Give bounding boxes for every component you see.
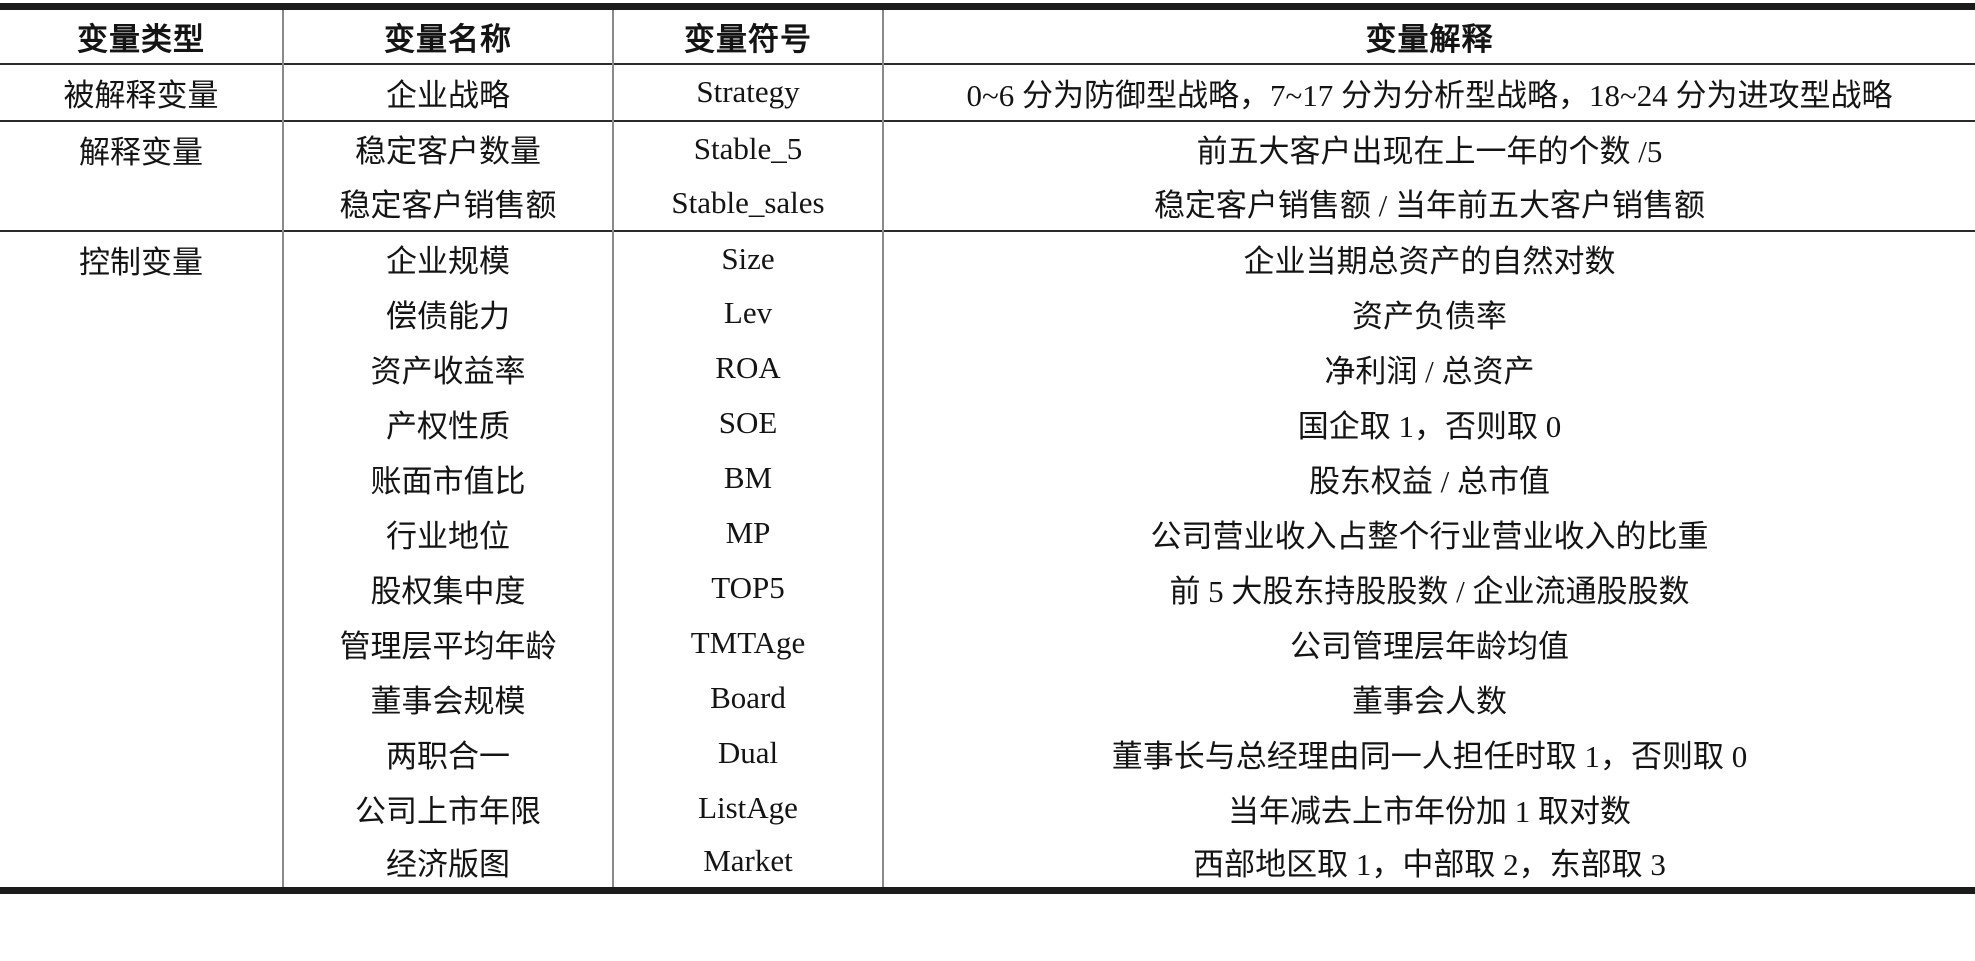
variable-name-cell: 股权集中度 <box>283 560 614 616</box>
variable-symbol-cell: ROA <box>613 340 884 396</box>
variable-symbol-cell: Stable_5 <box>613 120 884 176</box>
column-header-variable-name: 变量名称 <box>283 6 614 64</box>
column-header-variable-explanation: 变量解释 <box>1365 21 1494 57</box>
variable-type-label: 控制变量 <box>79 244 203 280</box>
variable-explanation-cell: 资产负债率 <box>1352 298 1507 334</box>
variable-definition-table: 变量类型 变量名称 变量符号 变量解释 被解释变量 企业战略 Strategy 0~6… <box>0 3 1975 894</box>
variable-symbol-cell: Size <box>613 230 884 286</box>
variable-explanation-cell: 公司管理层年龄均值 <box>1290 628 1569 664</box>
variable-symbol-cell: Lev <box>613 285 884 341</box>
table-row: 产权性质 SOE 国企取 1，否则取 0 <box>0 395 1975 451</box>
table-row: 稳定客户销售额 Stable_sales 稳定客户销售额 / 当年前五大客户销售额 <box>0 175 1975 231</box>
table-header: 变量类型 变量名称 变量符号 变量解释 <box>0 6 1975 64</box>
table-row: 公司上市年限 ListAge 当年减去上市年份加 1 取对数 <box>0 780 1975 836</box>
variable-symbol-cell: SOE <box>613 395 884 451</box>
table-row: 行业地位 MP 公司营业收入占整个行业营业收入的比重 <box>0 505 1975 561</box>
table-row: 资产收益率 ROA 净利润 / 总资产 <box>0 340 1975 396</box>
variable-name-cell: 偿债能力 <box>283 285 614 341</box>
variable-explanation-cell: 净利润 / 总资产 <box>1324 353 1535 389</box>
variable-explanation-cell: 当年减去上市年份加 1 取对数 <box>1228 793 1631 829</box>
variable-symbol-cell: Stable_sales <box>613 175 884 231</box>
variable-symbol-cell: TMTAge <box>613 615 884 671</box>
table-row: 股权集中度 TOP5 前 5 大股东持股股数 / 企业流通股股数 <box>0 560 1975 616</box>
variable-name-cell: 管理层平均年龄 <box>283 615 614 671</box>
table-row: 董事会规模 Board 董事会人数 <box>0 670 1975 726</box>
variable-name-cell: 稳定客户数量 <box>283 120 614 176</box>
variable-type-cell: 被解释变量 <box>0 63 284 121</box>
variable-symbol-cell: Board <box>613 670 884 726</box>
column-header-variable-type: 变量类型 <box>0 6 284 64</box>
variable-symbol-cell: MP <box>613 505 884 561</box>
paper-table-region: 变量类型 变量名称 变量符号 变量解释 被解释变量 企业战略 Strategy 0~6… <box>0 3 1975 894</box>
table-row: 管理层平均年龄 TMTAge 公司管理层年龄均值 <box>0 615 1975 671</box>
variable-explanation-cell: 前五大客户出现在上一年的个数 /5 <box>1196 134 1663 169</box>
variable-type-label: 解释变量 <box>79 134 203 170</box>
table-row: 经济版图 Market 西部地区取 1，中部取 2，东部取 3 <box>0 835 1975 891</box>
variable-symbol-cell: TOP5 <box>613 560 884 616</box>
variable-explanation-cell: 股东权益 / 总市值 <box>1308 463 1551 499</box>
variable-name-cell: 企业规模 <box>283 230 614 286</box>
variable-explanation-cell: 稳定客户销售额 / 当年前五大客户销售额 <box>1153 188 1706 223</box>
variable-explanation-cell: 前 5 大股东持股股数 / 企业流通股股数 <box>1169 573 1690 609</box>
table-row: 控制变量 企业规模 Size 企业当期总资产的自然对数 <box>0 230 1975 891</box>
variable-name-cell: 董事会规模 <box>283 670 614 726</box>
variable-name-cell: 企业战略 <box>283 63 614 121</box>
variable-name-cell: 公司上市年限 <box>283 780 614 836</box>
table-body: 被解释变量 企业战略 Strategy 0~6 分为防御型战略，7~17 分为分析型战… <box>0 63 1975 891</box>
table-row: 账面市值比 BM 股东权益 / 总市值 <box>0 450 1975 506</box>
variable-name-cell: 产权性质 <box>283 395 614 451</box>
variable-name-cell: 账面市值比 <box>283 450 614 506</box>
variable-explanation-cell: 西部地区取 1，中部取 2，东部取 3 <box>1193 846 1666 882</box>
column-header-variable-symbol: 变量符号 <box>613 6 884 64</box>
variable-symbol-cell: ListAge <box>613 780 884 836</box>
variable-name-cell: 经济版图 <box>283 835 614 891</box>
variable-explanation-cell: 国企取 1，否则取 0 <box>1297 408 1562 444</box>
table-row: 偿债能力 Lev 资产负债率 <box>0 285 1975 341</box>
table-row: 两职合一 Dual 董事长与总经理由同一人担任时取 1，否则取 0 <box>0 725 1975 781</box>
variable-name-cell: 稳定客户销售额 <box>283 175 614 231</box>
header-row: 变量类型 变量名称 变量符号 变量解释 <box>0 6 1975 64</box>
variable-explanation-cell: 董事会人数 <box>1352 683 1507 719</box>
variable-explanation-cell: 企业当期总资产的自然对数 <box>1243 244 1616 279</box>
variable-explanation-cell: 董事长与总经理由同一人担任时取 1，否则取 0 <box>1111 738 1748 774</box>
variable-symbol-cell: Dual <box>613 725 884 781</box>
variable-type-cell: 解释变量 <box>0 120 284 231</box>
variable-name-cell: 两职合一 <box>283 725 614 781</box>
table-row: 被解释变量 企业战略 Strategy 0~6 分为防御型战略，7~17 分为分析型战… <box>0 63 1975 121</box>
variable-name-cell: 行业地位 <box>283 505 614 561</box>
variable-symbol-cell: Market <box>613 835 884 891</box>
variable-explanation-cell: 公司营业收入占整个行业营业收入的比重 <box>1150 518 1709 554</box>
variable-name-cell: 资产收益率 <box>283 340 614 396</box>
variable-explanation-cell: 0~6 分为防御型战略，7~17 分为分析型战略，18~24 分为进攻型战略 <box>966 77 1893 113</box>
variable-symbol-cell: BM <box>613 450 884 506</box>
variable-type-label: 被解释变量 <box>63 77 219 113</box>
table-row: 解释变量 稳定客户数量 Stable_5 前五大客户出现在上一年的个数 /5 <box>0 120 1975 231</box>
variable-type-cell: 控制变量 <box>0 230 284 891</box>
variable-symbol-cell: Strategy <box>613 63 884 121</box>
